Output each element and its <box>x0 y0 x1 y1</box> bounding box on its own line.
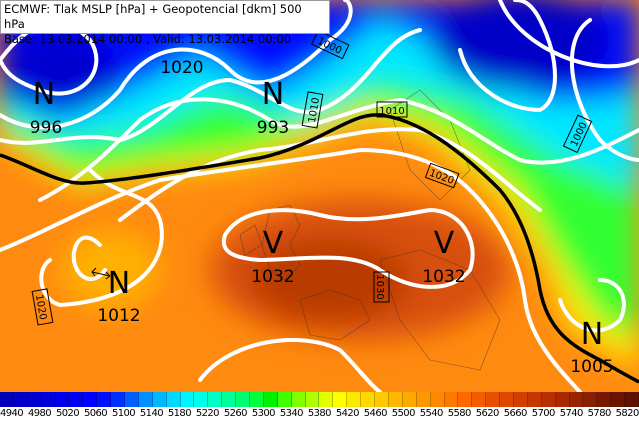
colorbar-tick-label: 5820 <box>615 408 639 419</box>
colorbar-tick-label: 5620 <box>475 408 500 419</box>
colorbar-tick-label: 5740 <box>559 408 584 419</box>
colorbar-cell <box>416 392 431 407</box>
colorbar-cell <box>583 392 598 407</box>
colorbar-tick-label: 4940 <box>0 408 24 419</box>
colorbar-cell <box>111 392 126 407</box>
double-arrow-icon <box>91 267 111 280</box>
colorbar-cells <box>0 392 639 407</box>
isobars <box>0 0 639 392</box>
isobar-label: 1010 <box>307 97 322 124</box>
colorbar-cell <box>41 392 56 407</box>
colorbar-cell <box>513 392 528 407</box>
colorbar-cell <box>83 392 98 407</box>
colorbar-cell <box>597 392 612 407</box>
colorbar-cell <box>166 392 181 407</box>
low-center-symbol: N <box>262 77 284 112</box>
colorbar-cell <box>444 392 459 407</box>
colorbar-cell <box>402 392 417 407</box>
colorbar-tick-label: 4980 <box>27 408 52 419</box>
colorbar-cell <box>569 392 584 407</box>
colorbar-cell <box>208 392 223 407</box>
colorbar-cell <box>277 392 292 407</box>
colorbar-cell <box>69 392 84 407</box>
colorbar-cell <box>291 392 306 407</box>
colorbar-cell <box>472 392 487 407</box>
colorbar-cell <box>250 392 264 407</box>
colorbar-cell <box>375 392 389 407</box>
colorbar-cell <box>388 392 403 407</box>
colorbar-tick-label: 5020 <box>55 408 80 419</box>
colorbar-tick-label: 5700 <box>531 408 556 419</box>
colorbar-cell <box>0 392 14 407</box>
colorbar-cell <box>138 392 153 407</box>
colorbar-cell <box>125 392 139 407</box>
colorbar-tick-label: 5660 <box>503 408 528 419</box>
colorbar-cell <box>194 392 209 407</box>
pressure-centers: N 996 N 993 N 1012 V 1032 V 1032 N 1005 … <box>30 58 614 377</box>
colorbar-tick-label: 5540 <box>419 408 444 419</box>
colorbar-cell <box>361 392 376 407</box>
colorbar-cell <box>13 392 28 407</box>
colorbar-cell <box>347 392 362 407</box>
colorbar-tick-label: 5780 <box>587 408 612 419</box>
colorbar-cell <box>527 392 542 407</box>
high-center-symbol: V <box>263 226 284 261</box>
colorbar-cell <box>305 392 320 407</box>
colorbar-tick-label: 5300 <box>251 408 276 419</box>
colorbar-cell <box>555 392 570 407</box>
colorbar-tick-label: 5420 <box>335 408 360 419</box>
colorbar-tick-label: 5100 <box>111 408 136 419</box>
low-center-value: 1012 <box>97 306 140 326</box>
colorbar-tick-label: 5580 <box>447 408 472 419</box>
colorbar-cell <box>27 392 42 407</box>
map-canvas: 1010 1020 1000 1010 1000 1020 1030 N 996… <box>0 0 639 392</box>
isobar-label: 1010 <box>379 106 404 117</box>
colorbar-legend: 4940 4980 5020 5060 5100 5140 5180 5220 5260 5300… <box>0 392 639 422</box>
colorbar-tick-label: 5460 <box>363 408 388 419</box>
colorbar-cell <box>500 392 514 407</box>
map-subtitle: Base: 13.03.2014 00:00 , Valid: 13.03.20… <box>4 32 292 46</box>
colorbar-ticks: 4940 4980 5020 5060 5100 5140 5180 5220 5260 5300… <box>0 407 639 419</box>
map-title: ECMWF: Tlak MSLP [hPa] + Geopotencial [d… <box>4 2 302 31</box>
colorbar-cell <box>541 392 556 407</box>
colorbar-cell <box>152 392 167 407</box>
colorbar-tick-label: 5220 <box>195 408 220 419</box>
colorbar-tick-label: 5140 <box>139 408 164 419</box>
low-center-symbol: N <box>33 77 55 112</box>
colorbar-tick-label: 5340 <box>279 408 304 419</box>
colorbar-cell <box>236 392 251 407</box>
colorbar-cell <box>625 392 639 407</box>
isobar-label: 1030 <box>374 274 385 299</box>
high-center-value: 1032 <box>422 267 465 287</box>
colorbar-cell <box>430 392 445 407</box>
colorbar-tick-label: 5380 <box>307 408 332 419</box>
map-header: ECMWF: Tlak MSLP [hPa] + Geopotencial [d… <box>0 0 330 46</box>
colorbar-tick-label: 5260 <box>223 408 248 419</box>
colorbar-tick-label: 5500 <box>391 408 416 419</box>
colorbar-cell <box>486 392 501 407</box>
colorbar-tick-label: 5060 <box>83 408 108 419</box>
low-center-value: 1005 <box>570 357 613 377</box>
low-center-value: 996 <box>30 118 62 138</box>
isobar-label: 1020 <box>33 294 48 321</box>
colorbar-cell <box>180 392 195 407</box>
colorbar-tick-label: 5180 <box>167 408 192 419</box>
low-center-symbol: N <box>108 266 130 301</box>
colorbar-cell <box>263 392 278 407</box>
reference-isobar-1013 <box>0 113 639 384</box>
low-center-value: 993 <box>257 118 289 138</box>
isobar-value-label: 1020 <box>160 58 203 78</box>
colorbar-cell <box>458 392 473 407</box>
colorbar-cell <box>222 392 237 407</box>
low-center-symbol: N <box>581 317 603 352</box>
colorbar-cell <box>97 392 112 407</box>
colorbar-cell <box>333 392 348 407</box>
colorbar-cell <box>611 392 626 407</box>
high-center-symbol: V <box>434 226 455 261</box>
colorbar-cell <box>319 392 334 407</box>
colorbar-cell <box>55 392 70 407</box>
high-center-value: 1032 <box>251 267 294 287</box>
